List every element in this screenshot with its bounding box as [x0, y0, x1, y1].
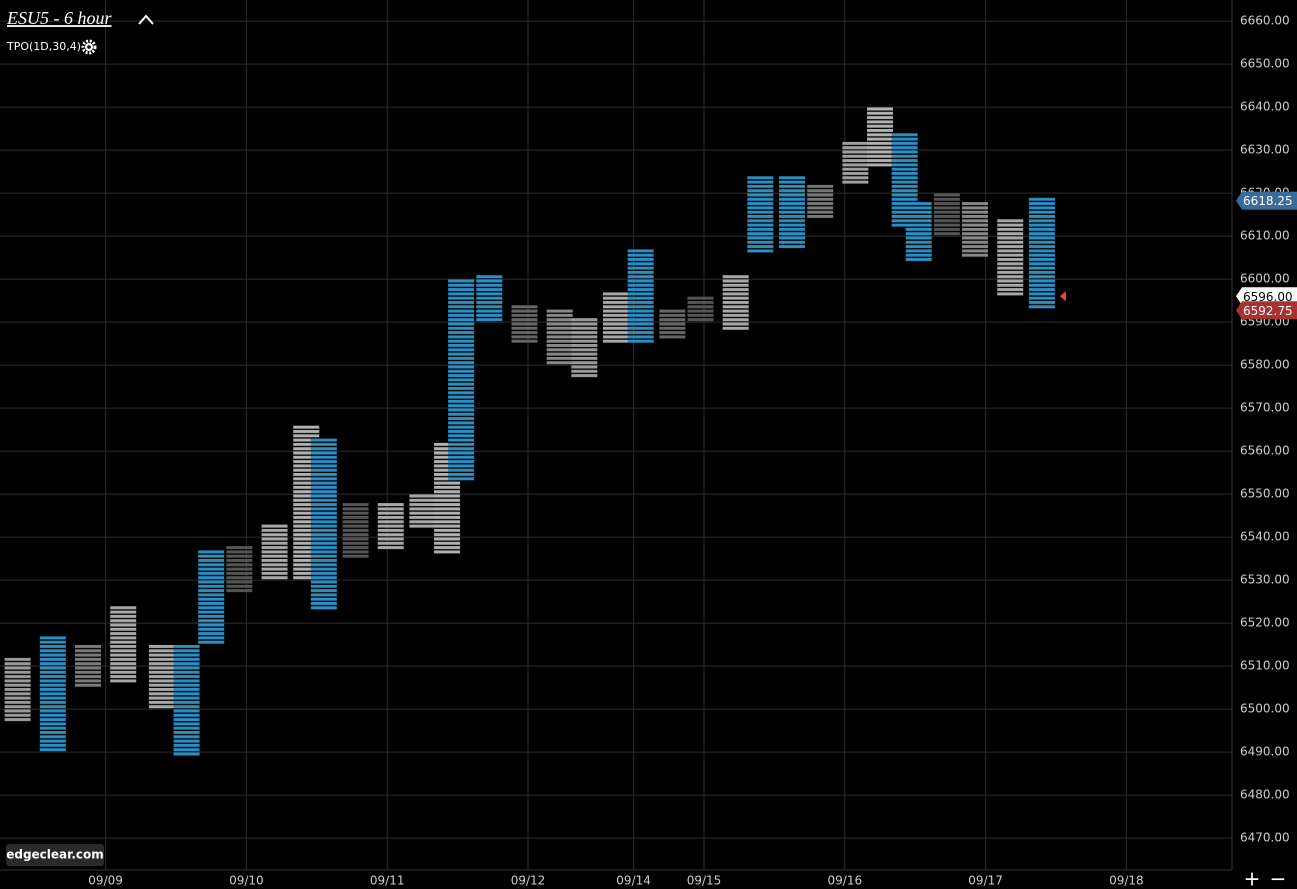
x-tick-label: 09/16: [828, 874, 863, 888]
y-tick-label: 6470.00: [1240, 831, 1290, 845]
tpo-column: [867, 107, 893, 168]
y-tick-label: 6480.00: [1240, 788, 1290, 802]
x-tick-label: 09/18: [1109, 874, 1144, 888]
price-badge-label: 6618.25: [1243, 194, 1293, 208]
tpo-column: [173, 644, 200, 757]
tpo-column: [546, 309, 573, 366]
x-tick-label: 09/12: [511, 874, 546, 888]
y-tick-label: 6610.00: [1240, 229, 1290, 243]
y-tick-label: 6600.00: [1240, 272, 1290, 286]
tpo-column: [842, 141, 869, 185]
tpo-column: [448, 279, 475, 482]
tpo-column: [603, 292, 629, 344]
price-badge-label: 6592.75: [1243, 304, 1293, 318]
x-tick-label: 09/09: [88, 874, 123, 888]
tpo-column: [261, 524, 288, 581]
y-tick-label: 6640.00: [1240, 100, 1290, 114]
tpo-column: [962, 201, 989, 258]
indicator-label[interactable]: TPO(1D,30,4): [6, 40, 81, 53]
watermark-box: [6, 844, 104, 866]
tpo-column: [409, 494, 436, 529]
settings-icon[interactable]: [81, 39, 97, 55]
tpo-column: [4, 657, 31, 723]
tpo-column: [75, 644, 101, 688]
watermark: edgeclear.com: [6, 848, 104, 862]
tpo-column: [905, 201, 932, 262]
y-tick-label: 6570.00: [1240, 401, 1290, 415]
y-tick-label: 6630.00: [1240, 143, 1290, 157]
tpo-column: [198, 550, 225, 645]
tpo-column: [747, 175, 774, 254]
tpo-column: [571, 317, 598, 379]
y-tick-label: 6650.00: [1240, 57, 1290, 71]
tpo-column: [627, 249, 654, 344]
y-tick-label: 6550.00: [1240, 487, 1290, 501]
tpo-column: [779, 175, 805, 250]
tpo-column: [342, 502, 369, 559]
tpo-column: [310, 438, 337, 611]
tpo-column: [110, 605, 137, 684]
tpo-column: [807, 184, 834, 219]
price-badge: [1236, 191, 1297, 210]
y-tick-label: 6530.00: [1240, 573, 1290, 587]
tpo-column: [511, 304, 538, 344]
y-tick-label: 6560.00: [1240, 444, 1290, 458]
tpo-column: [39, 636, 66, 753]
tpo-column: [722, 274, 749, 331]
zoom-in[interactable]: +: [1244, 867, 1261, 889]
x-tick-label: 09/11: [370, 874, 405, 888]
tpo-column: [1028, 197, 1055, 310]
price-badge: [1236, 287, 1297, 306]
y-tick-label: 6540.00: [1240, 530, 1290, 544]
x-tick-label: 09/17: [968, 874, 1003, 888]
x-tick-label: 09/14: [616, 874, 651, 888]
x-tick-label: 09/15: [687, 874, 722, 888]
tpo-column: [377, 502, 404, 551]
y-tick-label: 6660.00: [1240, 14, 1290, 28]
price-badge-label: 6596.00: [1243, 290, 1293, 304]
y-tick-label: 6580.00: [1240, 358, 1290, 372]
y-tick-label: 6500.00: [1240, 702, 1290, 716]
y-tick-label: 6510.00: [1240, 659, 1290, 673]
tpo-column: [933, 193, 960, 237]
tpo-column: [997, 218, 1024, 297]
tpo-column: [226, 545, 253, 594]
zoom-out[interactable]: −: [1270, 867, 1287, 889]
y-tick-label: 6520.00: [1240, 616, 1290, 630]
price-badge: [1236, 301, 1297, 320]
collapse-icon[interactable]: [138, 14, 154, 25]
last-price-marker: [1059, 291, 1066, 302]
chart-title[interactable]: ESU5 - 6 hour: [6, 8, 112, 28]
tpo-column: [476, 274, 503, 323]
y-tick-label: 6490.00: [1240, 745, 1290, 759]
tpo-column: [659, 309, 686, 340]
tpo-column: [148, 644, 175, 710]
tpo-column: [687, 296, 714, 323]
x-tick-label: 09/10: [229, 874, 264, 888]
